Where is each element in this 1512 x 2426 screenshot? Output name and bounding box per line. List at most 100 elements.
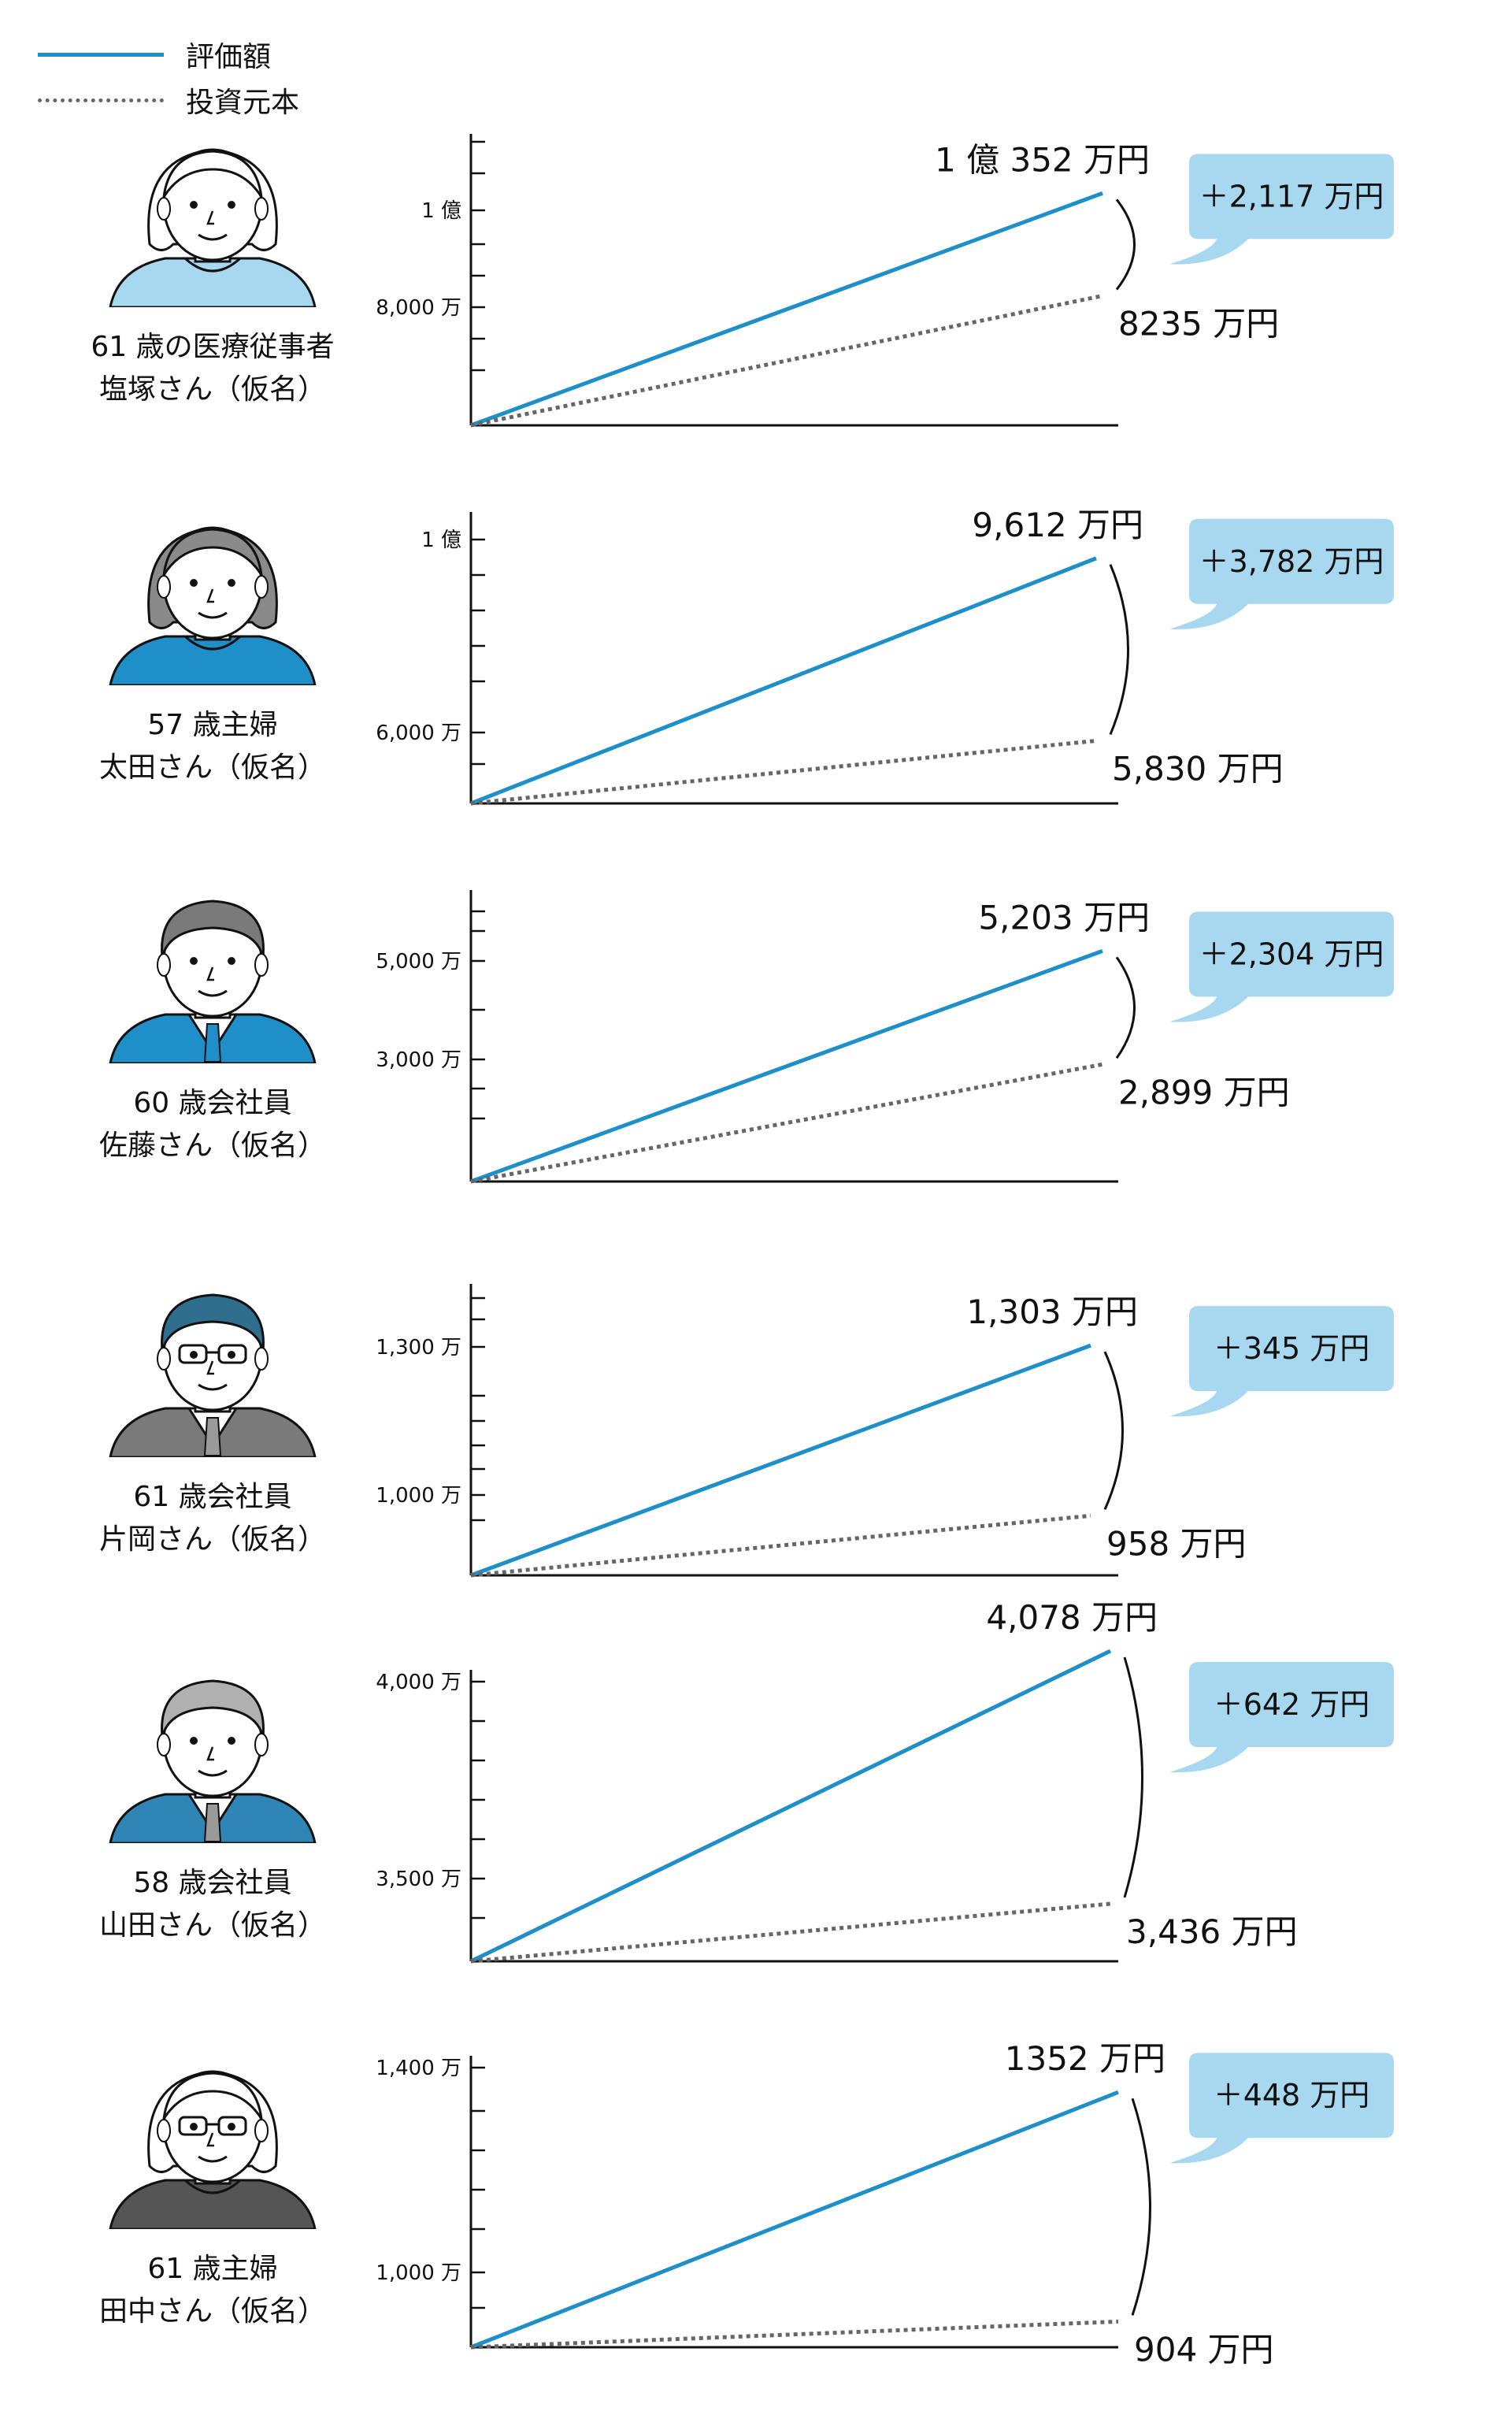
legend: 評価額 投資元本 (38, 32, 299, 123)
difference-bracket (1131, 2098, 1151, 2316)
person-age-occupation: 61 歳会社員 (133, 1481, 292, 1513)
gain-bubble: ＋3,782 万円 (1169, 518, 1394, 630)
person-name: 片岡さん（仮名） (98, 1523, 326, 1556)
person-age-occupation: 61 歳主婦 (147, 2253, 278, 2285)
gain-label: ＋448 万円 (1214, 2078, 1370, 2113)
gain-bubble: ＋2,117 万円 (1169, 154, 1394, 265)
principal-end-label: 3,436 万円 (1126, 1912, 1298, 1951)
growth-chart: 4,000 万 3,500 万 4,078 万円 3,436 万円 ＋642 万円 (376, 1598, 1394, 1964)
gain-bubble: ＋2,304 万円 (1169, 911, 1394, 1022)
y-tick-label: 6,000 万 (376, 721, 461, 745)
y-tick-label: 5,000 万 (376, 950, 461, 974)
gain-label: ＋642 万円 (1214, 1687, 1370, 1722)
avatar (109, 526, 317, 685)
y-tick-label: 4,000 万 (376, 1671, 461, 1694)
gain-bubble: ＋448 万円 (1169, 2053, 1394, 2164)
chart-panel: 61 歳会社員片岡さん（仮名） 1,300 万 1,000 万 1,303 万円 958… (0, 1276, 1512, 1654)
y-tick-label: 8,000 万 (376, 296, 461, 320)
person-age-occupation: 57 歳主婦 (147, 709, 278, 741)
chart-panel: 57 歳主婦太田さん（仮名） 1 億 6,000 万 9,612 万円 5,830 万円… (0, 504, 1512, 882)
series-value-line (470, 1343, 1091, 1578)
principal-end-label: 5,830 万円 (1112, 749, 1284, 788)
person-profile: 57 歳主婦太田さん（仮名） (79, 504, 346, 789)
series-value-line (470, 191, 1103, 428)
man-glasses-icon (109, 1293, 317, 1457)
series-value-line (470, 556, 1097, 806)
value-end-label: 9,612 万円 (972, 506, 1143, 544)
person-caption: 61 歳主婦田中さん（仮名） (79, 2248, 346, 2333)
y-tick-label: 3,500 万 (376, 1868, 461, 1891)
woman-glasses-icon (109, 2070, 317, 2229)
gain-label: ＋2,117 万円 (1199, 179, 1384, 213)
person-profile: 61 歳会社員片岡さん（仮名） (79, 1276, 346, 1561)
principal-end-label: 958 万円 (1106, 1524, 1247, 1563)
person-profile: 61 歳主婦田中さん（仮名） (79, 2048, 346, 2333)
difference-bracket (1103, 1351, 1124, 1510)
chart-panel: 58 歳会社員 山田さん（仮名） 4,000 万 3,500 万 4,078 万円 3,4… (0, 1598, 1512, 2040)
person-name: 塩塚さん（仮名） (98, 373, 326, 406)
person-name: 太田さん（仮名） (98, 751, 326, 784)
difference-bracket (1115, 198, 1136, 291)
woman-short-hair-icon (109, 148, 317, 307)
avatar (109, 900, 317, 1063)
person-age-occupation: 61 歳の医療従事者 (91, 331, 335, 363)
growth-chart: 1,300 万 1,000 万 1,303 万円 958 万円 ＋345 万円 (376, 1284, 1394, 1578)
person-name: 田中さん（仮名） (98, 2295, 326, 2328)
chart-panel: 61 歳主婦田中さん（仮名） 1,400 万 1,000 万 1352 万円 904 万… (0, 2039, 1512, 2426)
y-tick-label: 3,000 万 (376, 1048, 461, 1072)
avatar (109, 2070, 317, 2229)
gain-bubble: ＋642 万円 (1169, 1662, 1394, 1773)
avatar (109, 148, 317, 307)
series-value-line (469, 1649, 1112, 1964)
chart-panel: 61 歳の医療従事者 塩塚さん（仮名） 1 億 8,000 万 1 億 352 万円 82… (0, 126, 1512, 504)
chart-panel: 60 歳会社員佐藤さん（仮名） 5,000 万 3,000 万 5,203 万円 2,8… (0, 882, 1512, 1260)
series-value-line (470, 948, 1103, 1184)
growth-chart: 1,400 万 1,000 万 1352 万円 904 万円 ＋448 万円 (376, 2039, 1394, 2369)
y-tick-label: 1,000 万 (376, 2261, 461, 2285)
y-tick-label: 1,400 万 (376, 2057, 461, 2080)
legend-solid-line (38, 52, 164, 57)
principal-end-label: 2,899 万円 (1118, 1073, 1290, 1111)
principal-end-label: 904 万円 (1134, 2330, 1274, 2369)
person-profile: 61 歳の医療従事者 塩塚さん（仮名） (79, 126, 346, 411)
series-principal-line (470, 2319, 1119, 2350)
difference-bracket (1109, 564, 1129, 735)
legend-label: 評価額 (186, 41, 272, 73)
series-principal-line (470, 1513, 1091, 1578)
person-caption: 61 歳の医療従事者 塩塚さん（仮名） (79, 326, 346, 411)
growth-chart: 1 億 8,000 万 1 億 352 万円 8235 万円 ＋2,117 万円 (376, 134, 1394, 428)
gain-label: ＋3,782 万円 (1199, 544, 1384, 579)
growth-chart: 1 億 6,000 万 9,612 万円 5,830 万円 ＋3,782 万円 (376, 506, 1394, 806)
person-name: 佐藤さん（仮名） (98, 1130, 326, 1162)
legend-label: 投資元本 (186, 87, 300, 119)
value-end-label: 1352 万円 (1005, 2039, 1166, 2078)
person-age-occupation: 60 歳会社員 (133, 1087, 292, 1119)
value-end-label: 5,203 万円 (978, 898, 1150, 937)
person-profile: 60 歳会社員佐藤さん（仮名） (79, 882, 346, 1167)
gain-label: ＋2,304 万円 (1199, 937, 1384, 971)
y-tick-label: 1 億 (421, 529, 461, 552)
difference-bracket (1115, 956, 1136, 1059)
gain-bubble: ＋345 万円 (1169, 1306, 1394, 1417)
principal-end-label: 8235 万円 (1118, 305, 1279, 343)
legend-item-value: 評価額 (38, 32, 299, 77)
series-principal-line (470, 1901, 1111, 1964)
series-principal-line (470, 294, 1103, 428)
y-tick-label: 1,300 万 (376, 1336, 461, 1360)
person-name: 山田さん（仮名） (98, 1909, 326, 1942)
value-end-label: 1,303 万円 (966, 1293, 1138, 1331)
man-suit-icon (109, 900, 317, 1063)
person-caption: 57 歳主婦太田さん（仮名） (79, 704, 346, 789)
legend-item-principal: 投資元本 (38, 77, 299, 123)
legend-dotted-line (38, 98, 164, 102)
y-tick-label: 1,000 万 (376, 1484, 461, 1508)
growth-chart: 5,000 万 3,000 万 5,203 万円 2,899 万円 ＋2,304 万円 (376, 890, 1394, 1184)
person-age-occupation: 58 歳会社員 (133, 1867, 292, 1899)
gain-label: ＋345 万円 (1214, 1331, 1370, 1366)
woman-bob-hair-icon (109, 526, 317, 685)
value-end-label: 1 億 352 万円 (935, 140, 1150, 179)
person-caption: 58 歳会社員山田さん（仮名） (79, 1862, 346, 1947)
series-principal-line (470, 738, 1097, 806)
series-value-line (470, 2090, 1119, 2350)
series-principal-line (470, 1062, 1103, 1184)
